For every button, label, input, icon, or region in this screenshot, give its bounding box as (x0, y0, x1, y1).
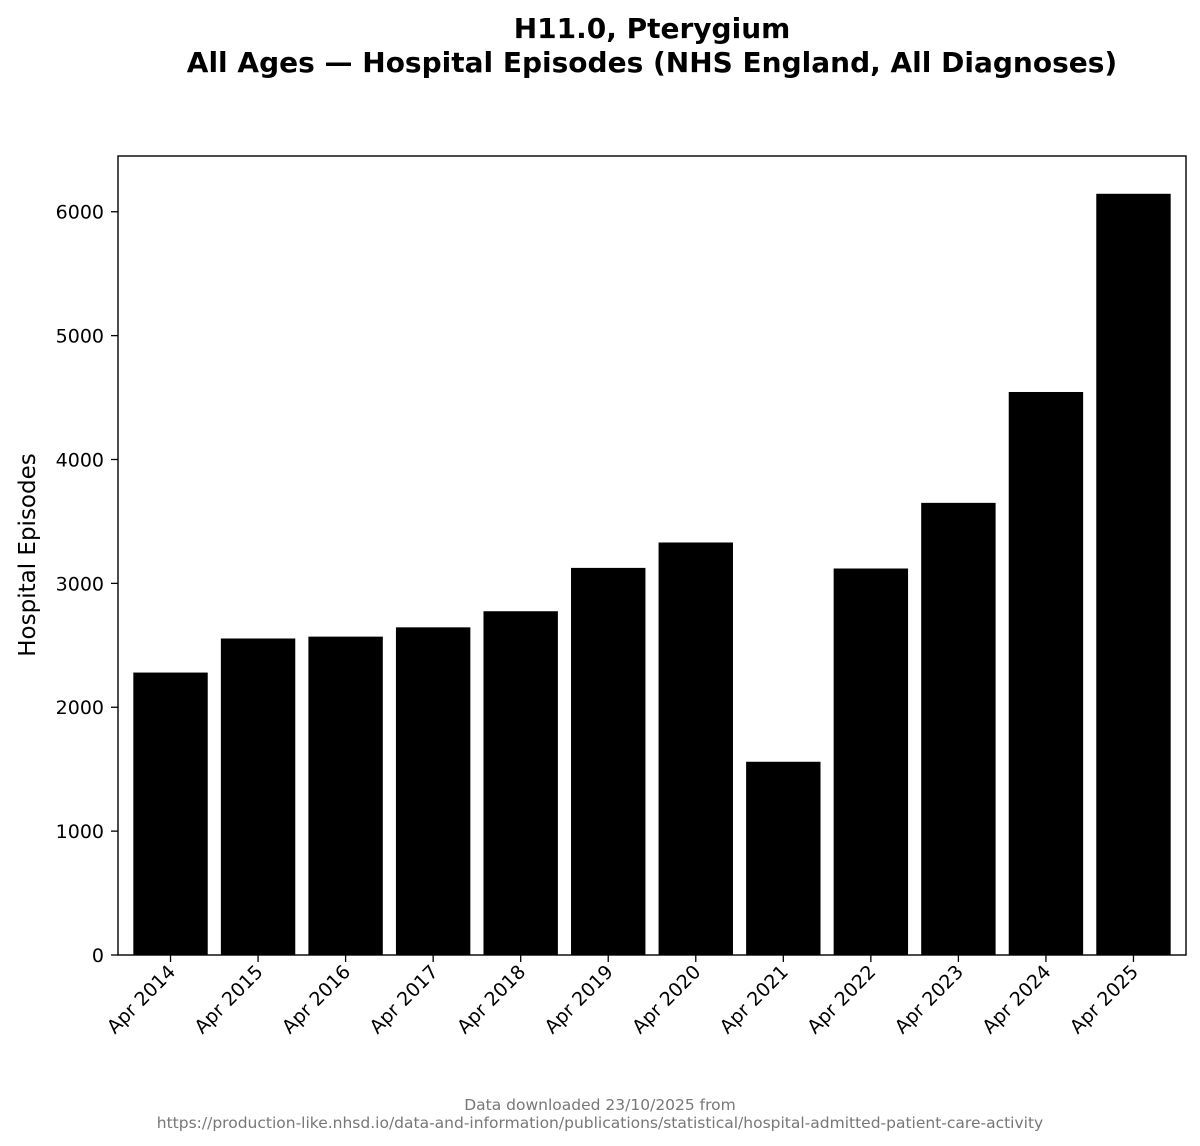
y-tick-label: 5000 (56, 326, 104, 348)
footer-line1: Data downloaded 23/10/2025 from (464, 1096, 736, 1114)
y-axis: 0 1000 2000 3000 4000 5000 6000 (56, 202, 118, 967)
bar-apr-2019 (571, 567, 646, 955)
bar-apr-2020 (658, 542, 733, 955)
x-tick-label: Apr 2021 (716, 961, 793, 1038)
bar-apr-2021 (746, 761, 821, 955)
y-tick-label: 4000 (56, 449, 104, 471)
bar-apr-2015 (220, 638, 296, 955)
x-tick-label: Apr 2025 (1066, 961, 1143, 1038)
bar-apr-2022 (833, 568, 909, 955)
y-tick-label: 0 (92, 945, 104, 967)
x-tick-label: Apr 2016 (278, 961, 355, 1038)
x-tick-label: Apr 2019 (541, 961, 618, 1038)
bars-group (133, 193, 1171, 955)
y-tick-label: 6000 (56, 202, 104, 224)
x-tick-label: Apr 2022 (803, 961, 880, 1038)
footer-line2: https://production-like.nhsd.io/data-and… (157, 1114, 1043, 1132)
x-axis: Apr 2014 Apr 2015 Apr 2016 Apr 2017 Apr 2018… (103, 955, 1143, 1038)
bar-apr-2017 (395, 627, 471, 955)
x-tick-label: Apr 2015 (190, 961, 267, 1038)
x-tick-label: Apr 2018 (453, 961, 530, 1038)
chart-title-line1: H11.0, Pterygium (514, 12, 791, 45)
bar-apr-2018 (483, 611, 558, 955)
y-tick-label: 2000 (56, 697, 104, 719)
x-tick-label: Apr 2023 (891, 961, 968, 1038)
y-axis-label: Hospital Episodes (15, 453, 41, 656)
y-tick-label: 1000 (56, 821, 104, 843)
bar-apr-2023 (921, 502, 996, 955)
x-tick-label: Apr 2014 (103, 961, 180, 1038)
y-tick-label: 3000 (56, 573, 104, 595)
x-tick-label: Apr 2017 (365, 961, 442, 1038)
bar-apr-2016 (308, 636, 383, 955)
x-tick-label: Apr 2020 (628, 961, 705, 1038)
plot-frame (117, 155, 1187, 956)
chart-title-line2: All Ages — Hospital Episodes (NHS Englan… (187, 46, 1117, 79)
bar-apr-2014 (133, 672, 208, 955)
x-tick-label: Apr 2024 (978, 961, 1055, 1038)
bar-apr-2024 (1008, 391, 1084, 955)
bar-apr-2025 (1096, 193, 1171, 955)
